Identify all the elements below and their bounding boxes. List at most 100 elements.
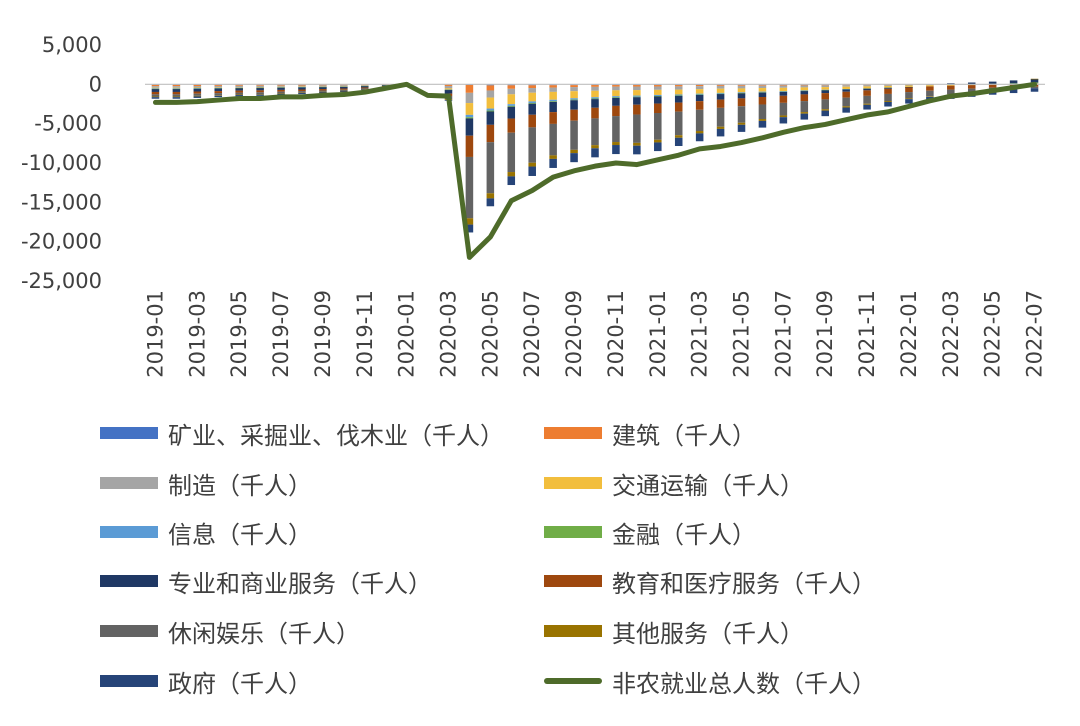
bar-segment bbox=[486, 85, 495, 91]
bar-segment bbox=[988, 81, 997, 84]
bar-segment bbox=[737, 93, 746, 99]
bar-segment bbox=[779, 85, 788, 88]
x-tick-label: 2020-09 bbox=[562, 290, 586, 378]
bar-segment bbox=[340, 90, 348, 92]
bar-segment bbox=[591, 118, 599, 146]
bar-segment bbox=[674, 111, 683, 136]
bar-segment bbox=[821, 90, 829, 94]
bar-segment bbox=[486, 124, 495, 143]
bar-segment bbox=[193, 86, 202, 88]
bar-segment bbox=[821, 87, 829, 90]
bar-segment bbox=[256, 94, 264, 96]
bar-segment bbox=[277, 84, 285, 86]
bar-segment bbox=[465, 218, 474, 225]
bar-segment bbox=[507, 106, 516, 119]
bar-segment bbox=[758, 92, 767, 93]
bar-segment bbox=[863, 95, 871, 104]
bar-segment bbox=[570, 99, 578, 101]
bar-segment bbox=[800, 101, 809, 113]
legend-swatch bbox=[100, 477, 158, 489]
bar-segment bbox=[988, 84, 997, 88]
legend-item: 制造（千人） bbox=[100, 468, 312, 500]
bar-segment bbox=[361, 88, 369, 90]
bar-segment bbox=[905, 87, 913, 88]
bar-segment bbox=[842, 106, 850, 108]
bar-segment bbox=[884, 84, 892, 86]
x-tick-label: 2019-09 bbox=[311, 290, 335, 378]
bar-segment bbox=[570, 100, 578, 110]
bar-segment bbox=[758, 85, 767, 89]
bar-segment bbox=[507, 88, 516, 95]
bar-segment bbox=[863, 86, 871, 89]
bar-segment bbox=[591, 90, 599, 98]
x-tick-label: 2021-05 bbox=[730, 290, 754, 378]
bar-segment bbox=[842, 85, 850, 87]
bar-segment bbox=[612, 97, 620, 98]
bar-segment bbox=[737, 122, 746, 125]
bar-segment bbox=[340, 85, 348, 87]
bar-segment bbox=[486, 193, 495, 199]
bar-segment bbox=[214, 93, 223, 96]
bar-segment bbox=[486, 110, 495, 112]
bar-segment bbox=[674, 85, 683, 87]
legend-swatch bbox=[100, 427, 158, 439]
bar-segment bbox=[821, 84, 829, 86]
chart-plot: 5,000 0 -5,000 -10,000 -15,000 -20,000 -25,000… bbox=[21, 33, 1047, 378]
bar-segment bbox=[528, 101, 536, 103]
bar-segment bbox=[674, 102, 683, 112]
legend-label: 休闲娱乐（千人） bbox=[168, 619, 360, 648]
bar-segment bbox=[486, 90, 495, 98]
bar-segment bbox=[549, 91, 557, 100]
bar-segment bbox=[863, 104, 871, 110]
bar-segment bbox=[591, 86, 599, 91]
bar-segment bbox=[528, 88, 536, 93]
bar-segment bbox=[633, 104, 641, 115]
bar-segment bbox=[654, 86, 662, 90]
bar-segment bbox=[674, 94, 683, 96]
bar-segment bbox=[800, 85, 809, 88]
bar-segment bbox=[737, 84, 746, 86]
bar-segment bbox=[486, 111, 495, 125]
bar-segment bbox=[549, 101, 557, 113]
bar-segment bbox=[884, 101, 892, 107]
bar-segment bbox=[465, 114, 474, 118]
bar-segment bbox=[758, 119, 767, 121]
bar-segment bbox=[340, 86, 348, 89]
bar-segment bbox=[1030, 78, 1039, 80]
bar-segment bbox=[674, 95, 683, 97]
bar-segment bbox=[926, 84, 934, 86]
bar-segment bbox=[298, 87, 306, 90]
bar-segment bbox=[214, 95, 223, 98]
legend-item: 专业和商业服务（千人） bbox=[100, 566, 432, 598]
bar-segment bbox=[340, 89, 348, 91]
bar-segment bbox=[863, 85, 871, 87]
x-tick-label: 2021-09 bbox=[813, 290, 837, 378]
bar-segment bbox=[737, 124, 746, 132]
bar-segment bbox=[256, 94, 264, 95]
legend-label: 教育和医疗服务（千人） bbox=[612, 569, 876, 598]
bar-segment bbox=[277, 89, 285, 92]
bar-segment bbox=[695, 101, 704, 110]
bar-segment bbox=[674, 95, 683, 103]
bar-segment bbox=[695, 93, 704, 95]
bar-segment bbox=[612, 85, 620, 87]
bar-segment bbox=[800, 87, 809, 91]
bar-segment bbox=[758, 84, 767, 86]
bar-segment bbox=[1030, 88, 1039, 92]
bar-segment bbox=[193, 87, 202, 89]
bar-segment bbox=[340, 91, 348, 93]
bar-segment bbox=[967, 88, 976, 93]
x-tick-label: 2022-03 bbox=[939, 290, 963, 378]
bar-segment bbox=[340, 86, 348, 87]
legend-label: 政府（千人） bbox=[168, 669, 312, 698]
bar-segment bbox=[716, 107, 725, 127]
bar-segment bbox=[695, 89, 704, 94]
bar-segment bbox=[863, 84, 871, 86]
bar-segment bbox=[277, 85, 285, 87]
bar-segment bbox=[151, 94, 160, 97]
bar-segment bbox=[465, 117, 474, 119]
bar-segment bbox=[235, 87, 243, 88]
bar-segment bbox=[591, 85, 599, 87]
bar-segment bbox=[779, 91, 788, 92]
bar-segment bbox=[151, 96, 160, 98]
